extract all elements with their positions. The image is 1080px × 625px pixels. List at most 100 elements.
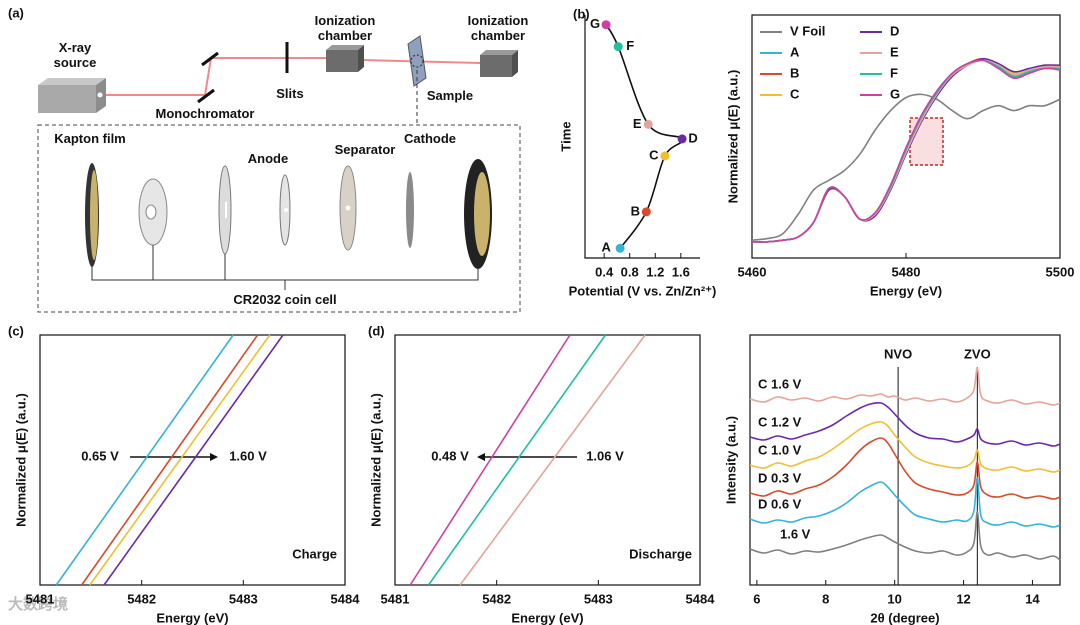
caption: CR2032 coin cell xyxy=(233,292,337,307)
x-axis-label: Energy (eV) xyxy=(870,283,942,298)
x-tick-label: 5460 xyxy=(738,264,767,279)
x-tick-label: 0.4 xyxy=(595,264,614,279)
x-tick-label: 5484 xyxy=(331,591,361,606)
point-label: E xyxy=(633,116,642,131)
watermark: 大数跨境 xyxy=(8,595,68,613)
data-point xyxy=(601,20,611,30)
x-tick-label: 12 xyxy=(956,591,970,606)
point-label: F xyxy=(626,38,634,53)
arrow-head xyxy=(477,453,485,461)
panel-label: (a) xyxy=(8,5,24,20)
annotation: Charge xyxy=(292,546,337,561)
series-line xyxy=(749,477,1061,528)
legend-label: D xyxy=(890,23,899,38)
series-line xyxy=(89,334,271,586)
legend-label: F xyxy=(890,65,898,80)
x-tick-label: 5500 xyxy=(1046,264,1075,279)
data-point xyxy=(660,151,670,161)
series-label: 1.6 V xyxy=(780,526,811,541)
series-line xyxy=(103,334,284,586)
legend-label: E xyxy=(890,44,899,59)
legend-label: V Foil xyxy=(790,23,825,38)
label: Anode xyxy=(247,151,289,166)
y-axis-label: Time xyxy=(558,121,573,151)
y-axis-label: Intensity (a.u.) xyxy=(723,416,738,504)
series-line xyxy=(751,59,1061,243)
data-point xyxy=(615,243,625,253)
series-label: C 1.0 V xyxy=(758,442,802,457)
series-label: C 1.6 V xyxy=(758,376,802,391)
legend-label: G xyxy=(890,86,900,101)
annotation: Discharge xyxy=(629,546,692,561)
legend-label: B xyxy=(790,65,799,80)
x-tick-label: 5484 xyxy=(686,591,716,606)
label: Monochromator xyxy=(155,106,255,121)
series-line xyxy=(749,437,1061,500)
series-line xyxy=(55,334,234,586)
legend-label: C xyxy=(790,86,800,101)
series-line xyxy=(409,334,571,586)
label: Kapton film xyxy=(54,131,126,146)
y-axis-label: Normalized μ(E) (a.u.) xyxy=(725,70,740,204)
annotation: 0.48 V xyxy=(431,448,469,463)
plot-frame xyxy=(749,334,1061,586)
beamline xyxy=(37,35,521,313)
x-tick-label: 5483 xyxy=(229,591,258,606)
y-axis-label: Normalized μ(E) (a.u.) xyxy=(368,393,383,527)
series-line xyxy=(459,334,646,586)
x-tick-label: 6 xyxy=(753,591,760,606)
series-label: D 0.3 V xyxy=(758,470,802,485)
label: X-ray source xyxy=(53,40,97,70)
axes xyxy=(584,15,700,259)
annotation: 1.60 V xyxy=(229,448,267,463)
series-line xyxy=(749,367,1061,406)
x-tick-label: 5482 xyxy=(127,591,156,606)
point-label: B xyxy=(631,203,640,218)
series-line xyxy=(749,421,1061,473)
data-point xyxy=(677,134,687,144)
annotation: 0.65 V xyxy=(81,448,119,463)
series-line xyxy=(427,334,607,586)
data-point xyxy=(643,119,653,129)
x-tick-label: 8 xyxy=(822,591,829,606)
data-point xyxy=(613,42,623,52)
panel-label: (d) xyxy=(368,323,385,338)
point-label: C xyxy=(649,147,659,162)
y-axis-label: Normalized μ(E) (a.u.) xyxy=(13,393,28,527)
x-axis-label: Energy (eV) xyxy=(511,610,583,625)
x-axis-label: 2θ (degree) xyxy=(870,610,939,625)
series-line xyxy=(81,334,259,586)
x-tick-label: 1.6 xyxy=(672,264,690,279)
x-tick-label: 5480 xyxy=(892,264,921,279)
plot-frame xyxy=(394,334,701,586)
label: Slits xyxy=(276,86,304,101)
x-tick-label: 5481 xyxy=(26,591,55,606)
label: Separator xyxy=(334,142,396,157)
arrow-head xyxy=(210,453,218,461)
plot-frame xyxy=(39,334,346,586)
coin-cell-parts xyxy=(85,159,492,290)
x-tick-label: 10 xyxy=(887,591,901,606)
x-tick-label: 5481 xyxy=(381,591,410,606)
x-tick-label: 14 xyxy=(1025,591,1040,606)
series-line xyxy=(751,93,1061,241)
panel-label: (c) xyxy=(8,323,24,338)
x-tick-label: 5482 xyxy=(482,591,511,606)
legend-label: A xyxy=(790,44,800,59)
x-tick-label: 1.2 xyxy=(646,264,664,279)
point-label: G xyxy=(590,16,600,31)
series-line xyxy=(749,511,1061,561)
x-axis-label: Potential (V vs. Zn/Zn²⁺) xyxy=(569,283,717,298)
label: Sample xyxy=(426,88,474,103)
point-label: A xyxy=(601,240,611,255)
data-point xyxy=(641,207,651,217)
x-axis-label: Energy (eV) xyxy=(156,610,228,625)
series-label: C 1.2 V xyxy=(758,414,802,429)
point-label: D xyxy=(688,130,697,145)
x-tick-label: 5483 xyxy=(584,591,613,606)
label: Ionization chamber xyxy=(314,13,376,43)
zoom-box xyxy=(909,117,944,166)
annotation: 1.06 V xyxy=(586,448,624,463)
series-line xyxy=(749,402,1061,447)
